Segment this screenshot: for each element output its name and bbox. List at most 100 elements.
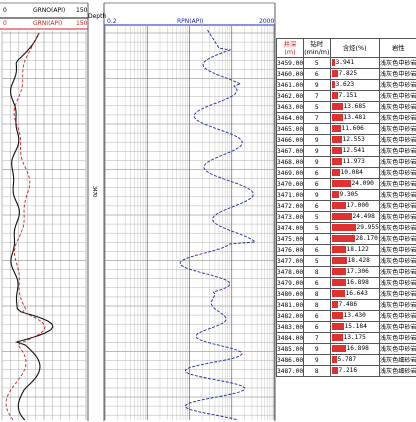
gr-red-max: 150 <box>76 20 88 27</box>
cell-rop: 6 <box>303 68 331 80</box>
gas-bar <box>331 180 351 188</box>
table-row: 3484.00 7 13.175 浅灰色中砂岩 <box>275 332 416 344</box>
cell-lithology: 浅灰色中砂岩 <box>378 167 416 179</box>
cell-rop: 9 <box>303 354 331 366</box>
table-row: 3460.00 6 7.825 浅灰色中砂岩 <box>275 68 416 80</box>
gas-value: 18.428 <box>347 257 370 265</box>
cell-gas: 24.090 <box>329 178 380 190</box>
cell-rop: 7 <box>303 90 331 102</box>
cell-gas: 10.084 <box>329 167 380 179</box>
table-row: 3467.00 9 12.541 浅灰色中砂岩 <box>275 145 416 157</box>
cell-gas: 3.941 <box>329 57 380 69</box>
gas-value: 13.430 <box>343 312 366 320</box>
cell-gas: 7.216 <box>329 365 380 377</box>
cell-gas: 16.898 <box>329 343 380 355</box>
gr-black-label: GRNO(API) <box>33 7 66 14</box>
table-row: 3483.00 6 15.184 浅灰色中砂岩 <box>275 321 416 333</box>
cell-lithology: 浅灰色中砂岩 <box>378 266 416 278</box>
gas-value: 16.898 <box>346 345 369 353</box>
cell-depth: 3461.00 <box>275 79 305 91</box>
gas-bar <box>331 290 345 298</box>
gr-red-curve <box>5 32 46 421</box>
cell-lithology: 浅灰色中砂岩 <box>378 233 416 245</box>
gr-track-grid <box>0 2 105 421</box>
table-header-row: 井深 (m) 钻时 (min/m) 含烃(%) 岩性 <box>275 38 416 58</box>
cell-lithology: 浅灰色中砂岩 <box>378 255 416 267</box>
cell-lithology: 浅灰色中砂岩 <box>378 211 416 223</box>
gas-value: 24.090 <box>351 180 374 188</box>
cell-depth: 3487.00 <box>275 365 305 377</box>
cell-gas: 16.643 <box>329 288 380 300</box>
cell-gas: 7.151 <box>329 90 380 102</box>
cell-lithology: 浅灰色中砂岩 <box>378 343 416 355</box>
gas-bar <box>331 312 343 320</box>
cell-rop: 6 <box>303 244 331 256</box>
rpm-track-grid <box>104 2 276 421</box>
cell-depth: 3459.00 <box>275 57 305 69</box>
cell-depth: 3468.00 <box>275 156 305 168</box>
cell-lithology: 浅灰色中砂岩 <box>378 145 416 157</box>
cell-lithology: 浅灰色中砂岩 <box>378 178 416 190</box>
cell-lithology: 浅灰色细砂岩 <box>378 365 416 377</box>
cell-lithology: 浅灰色中砂岩 <box>378 299 416 311</box>
cell-gas: 16.898 <box>329 277 380 289</box>
cell-depth: 3482.00 <box>275 310 305 322</box>
interpretation-table: 井深 (m) 钻时 (min/m) 含烃(%) 岩性 3459.00 5 3.941… <box>275 38 416 377</box>
table-row: 3466.00 9 12.553 浅灰色中砂岩 <box>275 134 416 146</box>
table-row: 3476.00 6 18.122 浅灰色中砂岩 <box>275 244 416 256</box>
gas-value: 10.084 <box>340 169 363 177</box>
cell-lithology: 浅灰色中砂岩 <box>378 79 416 91</box>
cell-depth: 3478.00 <box>275 266 305 278</box>
gas-value: 11.973 <box>342 158 365 166</box>
cell-rop: 5 <box>303 211 331 223</box>
col-header-rop: 钻时 (min/m) <box>303 38 331 58</box>
gas-bar <box>331 103 343 111</box>
gas-bar <box>331 158 342 166</box>
gas-value: 13.685 <box>343 103 366 111</box>
gas-value: 13.175 <box>343 334 366 342</box>
gas-bar <box>331 202 346 210</box>
gas-bar <box>331 213 352 221</box>
table-row: 3477.00 5 18.428 浅灰色中砂岩 <box>275 255 416 267</box>
gas-bar <box>331 356 337 364</box>
cell-depth: 3466.00 <box>275 134 305 146</box>
table-row: 3463.00 5 13.685 浅灰色中砂岩 <box>275 101 416 113</box>
gas-bar <box>331 92 338 100</box>
cell-rop: 9 <box>303 79 331 91</box>
col-header-gas: 含烃(%) <box>329 38 380 58</box>
cell-rop: 7 <box>303 112 331 124</box>
cell-gas: 12.541 <box>329 145 380 157</box>
cell-lithology: 浅灰色中砂岩 <box>378 288 416 300</box>
cell-gas: 13.481 <box>329 112 380 124</box>
gas-bar <box>331 59 335 67</box>
cell-rop: 6 <box>303 310 331 322</box>
cell-rop: 8 <box>303 288 331 300</box>
gr-black-min: 0 <box>3 7 7 14</box>
cell-gas: 18.428 <box>329 255 380 267</box>
gas-bar <box>331 70 338 78</box>
cell-lithology: 浅灰色中砂岩 <box>378 90 416 102</box>
gas-bar <box>331 334 343 342</box>
cell-rop: 7 <box>303 332 331 344</box>
gas-bar <box>331 125 341 133</box>
log-tracks <box>0 2 276 421</box>
cell-rop: 8 <box>303 123 331 135</box>
gas-value: 11.606 <box>341 125 364 133</box>
table-row: 3481.00 8 7.486 浅灰色中砂岩 <box>275 299 416 311</box>
table-row: 3487.00 8 7.216 浅灰色细砂岩 <box>275 365 416 377</box>
cell-gas: 24.498 <box>329 211 380 223</box>
cell-rop: 5 <box>303 57 331 69</box>
cell-depth: 3471.00 <box>275 189 305 201</box>
gas-bar <box>331 279 346 287</box>
cell-depth: 3480.00 <box>275 288 305 300</box>
table-row: 3485.00 9 16.898 浅灰色中砂岩 <box>275 343 416 355</box>
table-row: 3471.00 9 9.305 浅灰色中砂岩 <box>275 189 416 201</box>
cell-depth: 3463.00 <box>275 101 305 113</box>
cell-lithology: 浅灰色中砂岩 <box>378 189 416 201</box>
table-row: 3479.00 6 16.898 浅灰色中砂岩 <box>275 277 416 289</box>
cell-rop: 6 <box>303 277 331 289</box>
cell-rop: 6 <box>303 321 331 333</box>
cell-rop: 6 <box>303 200 331 212</box>
gas-bar <box>331 147 342 155</box>
gas-bar <box>331 367 338 375</box>
